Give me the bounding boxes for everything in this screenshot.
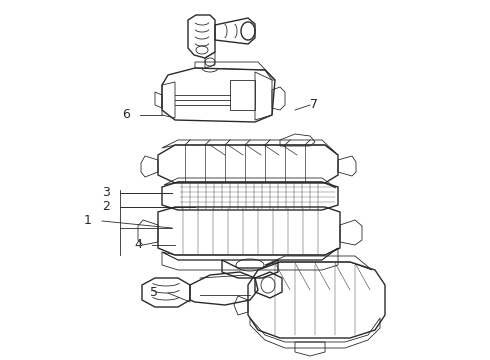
Text: 1: 1 (84, 215, 92, 228)
Text: 4: 4 (134, 238, 142, 252)
Text: 5: 5 (150, 287, 158, 300)
Text: 7: 7 (310, 99, 318, 112)
Text: 6: 6 (122, 108, 130, 122)
Text: 3: 3 (102, 186, 110, 199)
Text: 2: 2 (102, 201, 110, 213)
